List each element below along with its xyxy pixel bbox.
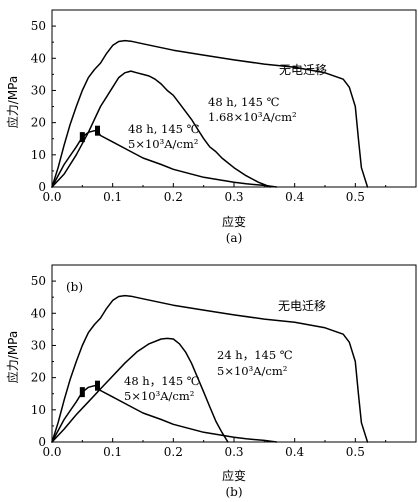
y-tick-label: 20 bbox=[31, 116, 46, 130]
panel-b: 0.0 0.1 0.2 0.3 0.4 0.5 0 10 20 30 40 50 (b) 应变 应力/… bbox=[5, 264, 417, 499]
annotation-b1-line2: 5×10³A/cm² bbox=[217, 364, 287, 378]
y-axis-title-b: 应力/MPa bbox=[5, 331, 20, 383]
x-tick-label: 0.5 bbox=[346, 445, 365, 459]
annotation-a1-line2: 1.68×10³A/cm² bbox=[208, 110, 297, 124]
panel-caption-a: (a) bbox=[226, 231, 243, 245]
x-tick-label: 0.3 bbox=[224, 445, 243, 459]
x-tick-label: 0.1 bbox=[103, 190, 122, 204]
annotation-b2-line2: 5×10³A/cm² bbox=[124, 389, 194, 403]
axis-ticks-b: 0.0 0.1 0.2 0.3 0.4 0.5 0 10 20 30 40 50 bbox=[31, 274, 387, 459]
series-label-no-em-a: 无电迁移 bbox=[279, 63, 327, 77]
x-tick-label: 0.4 bbox=[285, 190, 304, 204]
y-tick-label: 10 bbox=[31, 403, 46, 417]
annotation-b1-line1: 24 h，145 ℃ bbox=[217, 348, 293, 362]
series-line-b-0 bbox=[51, 294, 369, 443]
y-tick-label: 10 bbox=[31, 148, 46, 162]
series-line-a-0 bbox=[51, 39, 369, 188]
y-tick-label: 40 bbox=[31, 306, 46, 320]
annotation-a1-line1: 48 h, 145 ℃ bbox=[208, 95, 280, 109]
x-axis-title-a: 应变 bbox=[222, 214, 246, 229]
x-tick-label: 0.5 bbox=[346, 190, 365, 204]
panel-caption-b: (b) bbox=[225, 485, 242, 499]
series-group-b bbox=[51, 294, 369, 443]
x-tick-label: 0.4 bbox=[285, 445, 304, 459]
x-tick-label: 0.2 bbox=[164, 190, 183, 204]
annotation-a2-line2: 5×10³A/cm² bbox=[128, 137, 198, 151]
x-tick-label: 0.0 bbox=[42, 190, 61, 204]
axis-ticks-a: 0.0 0.1 0.2 0.3 0.4 0.5 0 10 20 30 40 50 bbox=[31, 19, 387, 204]
x-tick-label: 0.0 bbox=[42, 445, 61, 459]
x-tick-label: 0.3 bbox=[224, 190, 243, 204]
x-tick-label: 0.1 bbox=[103, 445, 122, 459]
y-tick-label: 40 bbox=[31, 51, 46, 65]
y-tick-label: 0 bbox=[38, 435, 46, 449]
fracture-marker bbox=[79, 132, 85, 143]
series-line-b-1 bbox=[51, 337, 229, 443]
panel-label-b: (b) bbox=[66, 280, 83, 294]
y-tick-label: 50 bbox=[31, 274, 46, 288]
y-tick-label: 30 bbox=[31, 338, 46, 352]
x-axis-title-b: 应变 bbox=[222, 468, 246, 483]
fracture-marker bbox=[79, 387, 85, 398]
y-axis-title-a: 应力/MPa bbox=[5, 76, 20, 128]
y-tick-label: 0 bbox=[38, 180, 46, 194]
fracture-marker bbox=[95, 125, 100, 136]
annotation-b2-line1: 48 h，145 ℃ bbox=[124, 374, 200, 388]
annotation-a2-line1: 48 h, 145 ℃ bbox=[128, 122, 200, 136]
series-label-no-em-b: 无电迁移 bbox=[278, 299, 326, 313]
x-tick-label: 0.2 bbox=[164, 445, 183, 459]
series-group-a bbox=[51, 39, 369, 188]
y-tick-label: 50 bbox=[31, 19, 46, 33]
y-tick-label: 20 bbox=[31, 371, 46, 385]
fracture-marker bbox=[95, 380, 100, 391]
series-line-a-1 bbox=[51, 70, 272, 188]
y-tick-label: 30 bbox=[31, 83, 46, 97]
